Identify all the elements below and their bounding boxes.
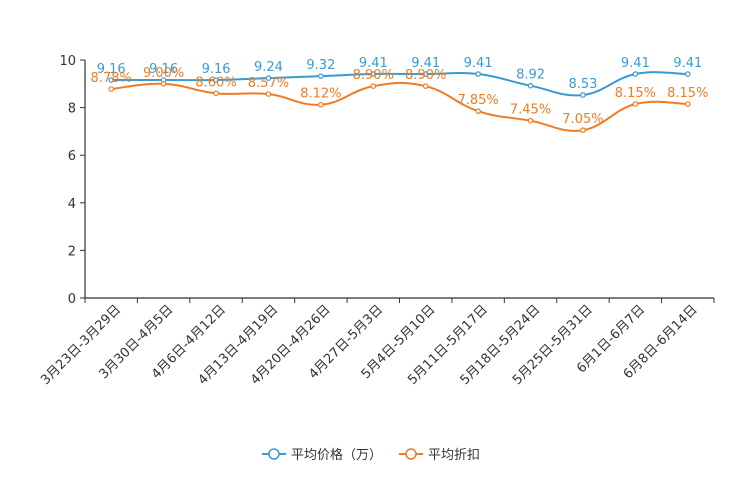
series-1-point[interactable]: [527, 117, 534, 124]
series-1-data-label: 8.57%: [248, 76, 289, 91]
y-tick-label: 6: [68, 149, 76, 164]
series-0-data-label: 9.32: [306, 58, 335, 73]
series-0-point[interactable]: [684, 71, 691, 77]
series-0-data-label: 8.92: [516, 68, 545, 83]
series-0-point[interactable]: [108, 77, 115, 83]
series-1-data-label: 7.45%: [510, 103, 551, 118]
series-1-data-label: 8.12%: [300, 87, 341, 102]
series-1-data-label: 7.05%: [562, 112, 603, 127]
series-1-data-label: 8.90%: [353, 68, 394, 83]
series-0-data-label: 9.41: [464, 56, 493, 71]
legend-price-label: 平均价格（万）: [291, 447, 382, 463]
series-0-point[interactable]: [632, 71, 639, 77]
series-1-point[interactable]: [318, 101, 324, 108]
series-0-point[interactable]: [475, 71, 481, 77]
axes: 02468103月23日-3月29日3月30日-4月5日4月6日-4月12日4月…: [38, 54, 715, 388]
series-1-point[interactable]: [108, 86, 115, 92]
legend[interactable]: 平均价格（万） 平均折扣: [262, 447, 480, 463]
series-1-point[interactable]: [580, 127, 586, 134]
series-0-data-label: 9.16: [202, 62, 231, 77]
series-0-data-label: 9.41: [621, 56, 650, 71]
legend-discount-label: 平均折扣: [428, 448, 480, 463]
series-line-1: [111, 81, 688, 132]
series-1-point[interactable]: [370, 83, 377, 89]
legend-discount-marker-icon: [405, 448, 417, 460]
legend-item-price[interactable]: 平均价格（万）: [262, 447, 382, 463]
series-0-data-label: 9.41: [673, 56, 702, 71]
series-1-data-label: 8.15%: [667, 86, 708, 101]
legend-item-discount[interactable]: 平均折扣: [399, 448, 480, 463]
series-0-data-label: 9.16: [97, 62, 126, 77]
series-0-data-label: 9.24: [254, 60, 283, 75]
series-0-point[interactable]: [422, 71, 429, 77]
series-1-point[interactable]: [422, 83, 429, 89]
y-tick-label: 4: [68, 197, 76, 212]
series-0-data-label: 9.41: [411, 56, 440, 71]
series-1-data-label: 9.00%: [143, 66, 184, 81]
series-0-point[interactable]: [213, 77, 219, 83]
series-0-data-label: 9.16: [149, 62, 178, 77]
series-0-data-label: 9.41: [359, 56, 388, 71]
series-1-point[interactable]: [632, 101, 639, 107]
y-tick-label: 0: [68, 292, 76, 307]
series-1-point[interactable]: [265, 91, 272, 97]
series-1-point[interactable]: [213, 90, 219, 97]
series-1-data-label: 8.60%: [195, 75, 236, 90]
y-tick-label: 2: [68, 244, 76, 259]
series-1-point[interactable]: [160, 81, 167, 87]
series-0-point[interactable]: [580, 92, 586, 98]
series-1-data-label: 8.78%: [91, 71, 132, 86]
series-0-point[interactable]: [370, 71, 377, 77]
series-1-point[interactable]: [684, 101, 691, 107]
series-0-point[interactable]: [265, 75, 272, 81]
series-1-data-label: 8.90%: [405, 68, 446, 83]
series-0-data-label: 8.53: [568, 77, 597, 92]
series-1-data-label: 8.15%: [615, 86, 656, 101]
series-line-0: [111, 71, 688, 97]
legend-price-marker-icon: [268, 448, 280, 460]
y-tick-label: 10: [59, 54, 76, 69]
series-0-point[interactable]: [318, 73, 324, 79]
series-layer: [108, 71, 691, 134]
series-0-point[interactable]: [527, 82, 534, 89]
series-1-point[interactable]: [475, 108, 481, 114]
y-tick-label: 8: [68, 102, 76, 117]
series-1-data-label: 7.85%: [457, 93, 498, 108]
data-labels: 9.16 9.16 9.16 9.24 9.32 9.41 9.41 9.41 8.92 8.53…: [91, 56, 709, 127]
